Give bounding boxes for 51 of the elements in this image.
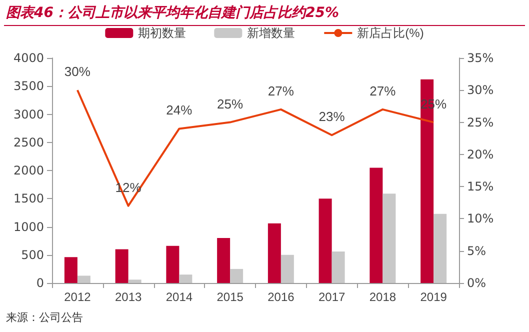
bar bbox=[332, 252, 345, 283]
bar bbox=[370, 168, 383, 283]
y-tick-label: 1500 bbox=[13, 192, 44, 206]
y-tick-label: 1000 bbox=[13, 220, 44, 234]
y2-tick-label: 0% bbox=[467, 276, 486, 290]
bar bbox=[382, 194, 396, 283]
x-tick-label: 2016 bbox=[268, 290, 295, 304]
bar bbox=[77, 276, 90, 283]
source-note: 来源：公司公告 bbox=[6, 310, 83, 325]
legend-label: 新增数量 bbox=[247, 26, 296, 40]
y-tick-label: 4000 bbox=[13, 51, 44, 65]
y-tick-label: 500 bbox=[21, 248, 44, 262]
y-tick-label: 0 bbox=[36, 276, 44, 290]
y2-tick-label: 15% bbox=[467, 180, 494, 194]
data-label: 23% bbox=[318, 109, 346, 124]
bar bbox=[128, 280, 142, 283]
bar bbox=[115, 249, 128, 283]
y-tick-label: 2000 bbox=[13, 164, 44, 178]
y2-tick-label: 35% bbox=[467, 51, 494, 65]
y2-tick-label: 30% bbox=[467, 83, 494, 98]
x-tick-label: 2018 bbox=[369, 290, 396, 304]
bar bbox=[230, 268, 244, 283]
legend-label: 期初数量 bbox=[138, 26, 186, 40]
bar bbox=[268, 223, 281, 283]
y2-tick-label: 25% bbox=[467, 115, 494, 130]
x-tick-label: 2013 bbox=[114, 290, 142, 304]
data-label: 30% bbox=[64, 64, 91, 80]
data-label: 27% bbox=[370, 83, 396, 98]
bar bbox=[166, 246, 180, 283]
data-label: 27% bbox=[268, 83, 294, 98]
y2-tick-label: 20% bbox=[467, 147, 494, 162]
y2-tick-label: 10% bbox=[467, 212, 494, 226]
bar bbox=[179, 274, 192, 283]
bar bbox=[217, 238, 230, 283]
data-label: 25% bbox=[217, 96, 244, 112]
y-tick-label: 3500 bbox=[13, 79, 44, 94]
y-tick-label: 2500 bbox=[13, 135, 44, 150]
x-tick-label: 2015 bbox=[216, 290, 244, 304]
y2-tick-label: 5% bbox=[467, 244, 486, 258]
data-label: 24% bbox=[166, 102, 193, 118]
bar bbox=[318, 198, 332, 283]
x-tick-label: 2017 bbox=[318, 290, 346, 304]
bar bbox=[434, 214, 447, 283]
y-tick-label: 3000 bbox=[13, 107, 44, 122]
bar bbox=[280, 254, 294, 283]
legend-label: 新店占比(%) bbox=[357, 26, 424, 40]
chart-title: 图表46：公司上市以来平均年化自建门店占比约25% bbox=[6, 4, 339, 22]
x-tick-label: 2012 bbox=[64, 290, 92, 304]
x-tick-label: 2019 bbox=[420, 290, 448, 304]
bar bbox=[64, 257, 78, 283]
x-tick-label: 2014 bbox=[166, 290, 193, 304]
